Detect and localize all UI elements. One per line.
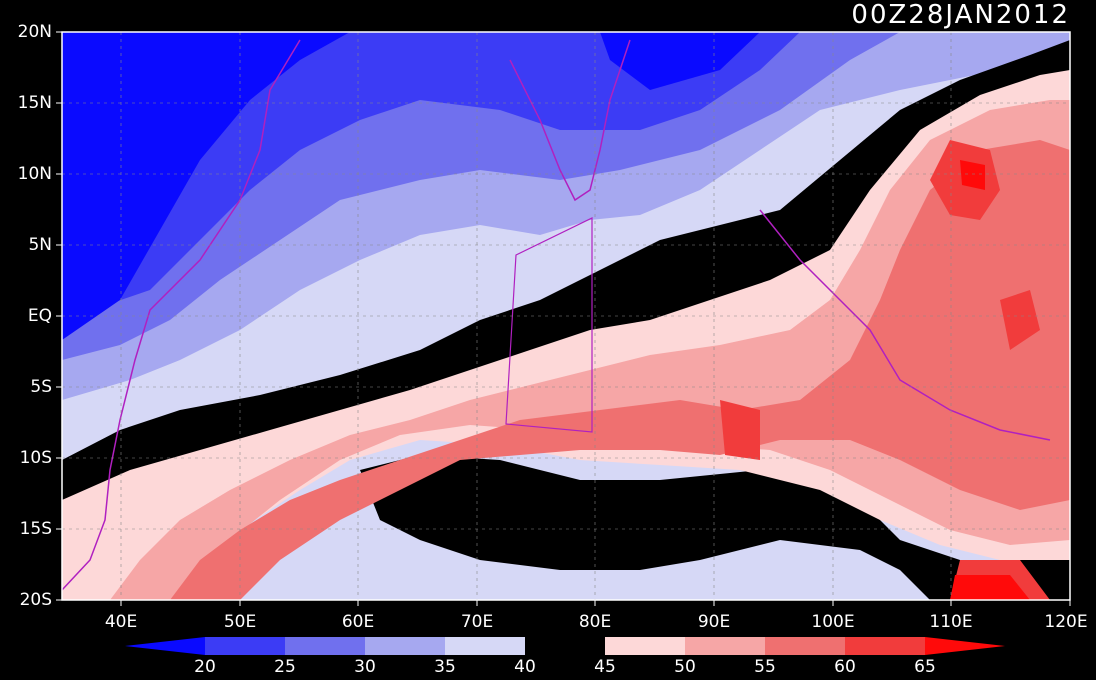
colorbar-label-35: 35 — [434, 657, 456, 677]
lon-label-40e: 40E — [104, 612, 138, 632]
colorbar-label-50: 50 — [674, 657, 696, 677]
coastline-sumatra — [759, 209, 1051, 441]
colorbar-segment — [765, 637, 845, 655]
colorbar-segment — [285, 637, 365, 655]
map-title: 00Z28JAN2012 — [851, 0, 1070, 30]
lat-label-10s: 10S — [19, 448, 52, 468]
lat-label-eq: EQ — [27, 306, 52, 326]
lat-label-5n: 5N — [28, 235, 52, 255]
colorbar-arrow-right — [925, 637, 1005, 655]
colorbar-label-40: 40 — [514, 657, 536, 677]
lat-label-5s: 5S — [30, 377, 52, 397]
colorbar-segment — [685, 637, 765, 655]
colorbar-label-20: 20 — [194, 657, 216, 677]
lon-label-100e: 100E — [811, 612, 855, 632]
contour-40-45 — [62, 40, 1070, 500]
box-outline — [505, 217, 593, 433]
grid-lines — [62, 32, 1070, 600]
lat-label-10n: 10N — [17, 164, 52, 184]
colorbar-segment — [365, 637, 445, 655]
colorbar-label-65: 65 — [914, 657, 936, 677]
coastline-india — [509, 39, 631, 202]
colorbar-segment — [605, 637, 685, 655]
colorbar-segment — [205, 637, 285, 655]
lat-label-15s: 15S — [19, 519, 52, 539]
colorbar — [125, 637, 1005, 655]
colorbar-arrow-left — [125, 637, 205, 655]
lon-label-110e: 110E — [929, 612, 973, 632]
lat-label-20n: 20N — [17, 22, 52, 42]
lon-label-90e: 90E — [697, 612, 731, 632]
lon-label-80e: 80E — [578, 612, 612, 632]
colorbar-label-25: 25 — [274, 657, 296, 677]
contour-40-45-south — [360, 455, 1070, 600]
coastline-africa — [62, 39, 301, 591]
lon-label-120e: 120E — [1044, 612, 1088, 632]
colorbar-label-60: 60 — [834, 657, 856, 677]
tick-marks — [56, 31, 1071, 606]
colorbar-label-45: 45 — [594, 657, 616, 677]
colorbar-segment — [525, 637, 605, 655]
colorbar-segment — [445, 637, 525, 655]
lon-label-70e: 70E — [460, 612, 494, 632]
colorbar-segment — [845, 637, 925, 655]
lon-label-50e: 50E — [223, 612, 257, 632]
contour-below-20 — [62, 32, 760, 340]
colorbar-label-30: 30 — [354, 657, 376, 677]
lon-label-60e: 60E — [341, 612, 375, 632]
colorbar-label-55: 55 — [754, 657, 776, 677]
lat-label-20s: 20S — [19, 590, 52, 610]
contour-55-60 — [170, 140, 1070, 600]
lat-label-15n: 15N — [17, 93, 52, 113]
